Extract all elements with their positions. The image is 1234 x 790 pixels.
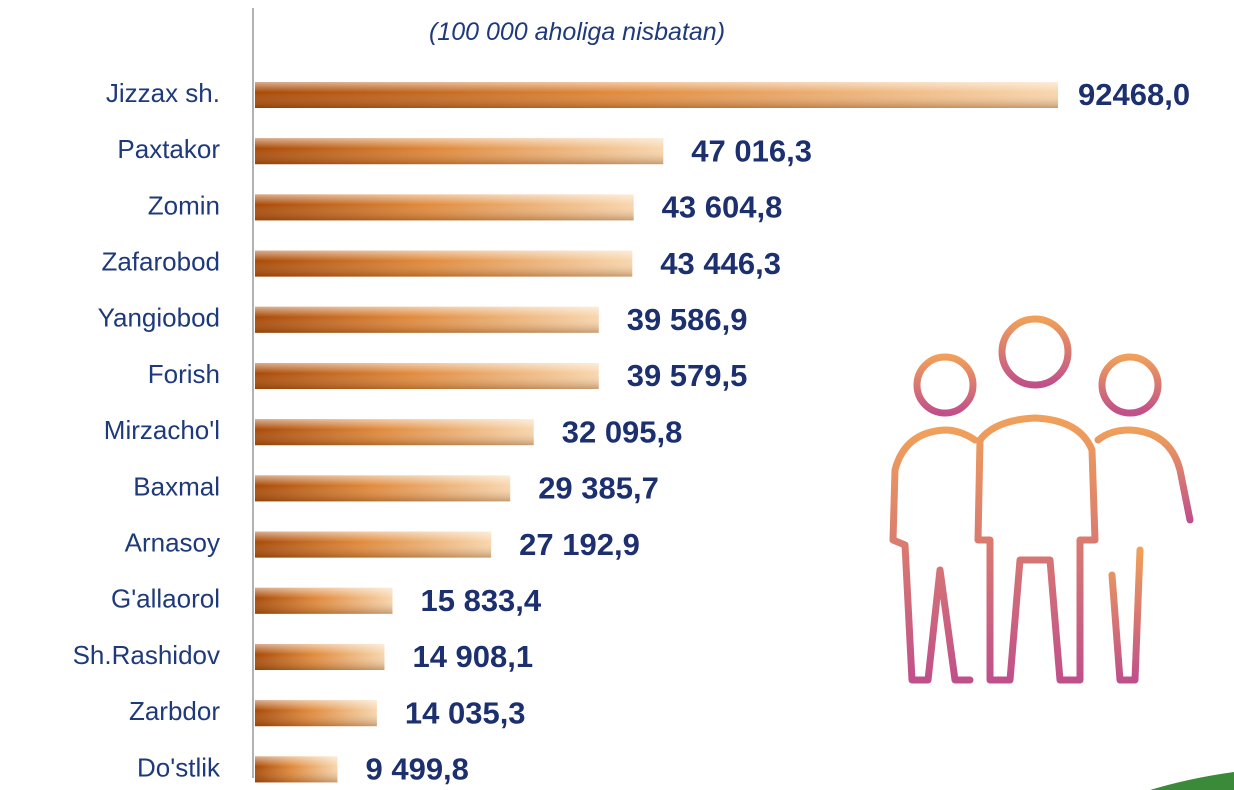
value-label: 32 095,8 [562,414,683,449]
category-label: Zomin [148,190,220,220]
bar-shine [255,250,633,277]
value-label: 15 833,4 [420,583,541,618]
people-icon [889,315,1194,684]
bar-shine [255,419,534,446]
decoration [1150,772,1234,790]
bar-shine [255,644,385,670]
bar-shine [255,306,599,333]
bar-shine [255,194,634,221]
bar-shine [255,531,492,558]
bar-shine [255,587,393,614]
category-label: Forish [148,359,220,389]
value-label: 27 192,9 [519,527,640,562]
category-label: Baxmal [133,471,220,501]
bar-shine [255,700,377,727]
bar-shine [255,363,599,389]
category-label: Jizzax sh. [106,78,220,108]
value-label: 47 016,3 [691,133,812,168]
value-label: 14 035,3 [405,695,526,730]
value-label: 29 385,7 [538,471,659,506]
value-label: 9 499,8 [365,752,468,787]
category-label: Paxtakor [117,134,220,164]
bar-shine [255,475,511,502]
category-label: Mirzacho'l [104,415,220,445]
category-label: Arnasoy [125,527,220,557]
category-label: Yangiobod [98,303,220,333]
value-label: 43 604,8 [662,190,783,225]
value-label: 39 586,9 [627,302,748,337]
bar-shine [255,82,1058,108]
chart-subtitle: (100 000 aholiga nisbatan) [429,18,725,46]
value-label: 14 908,1 [412,639,533,674]
category-label: Zarbdor [129,696,220,726]
category-label: G'allaorol [111,584,220,614]
category-label: Zafarobod [101,246,220,276]
bar-shine [255,756,338,783]
value-label: 39 579,5 [627,358,748,393]
value-label: 92468,0 [1078,77,1190,112]
value-label: 43 446,3 [660,246,781,281]
category-label: Do'stlik [137,752,221,782]
category-label: Sh.Rashidov [73,640,220,670]
bar-shine [255,138,664,165]
